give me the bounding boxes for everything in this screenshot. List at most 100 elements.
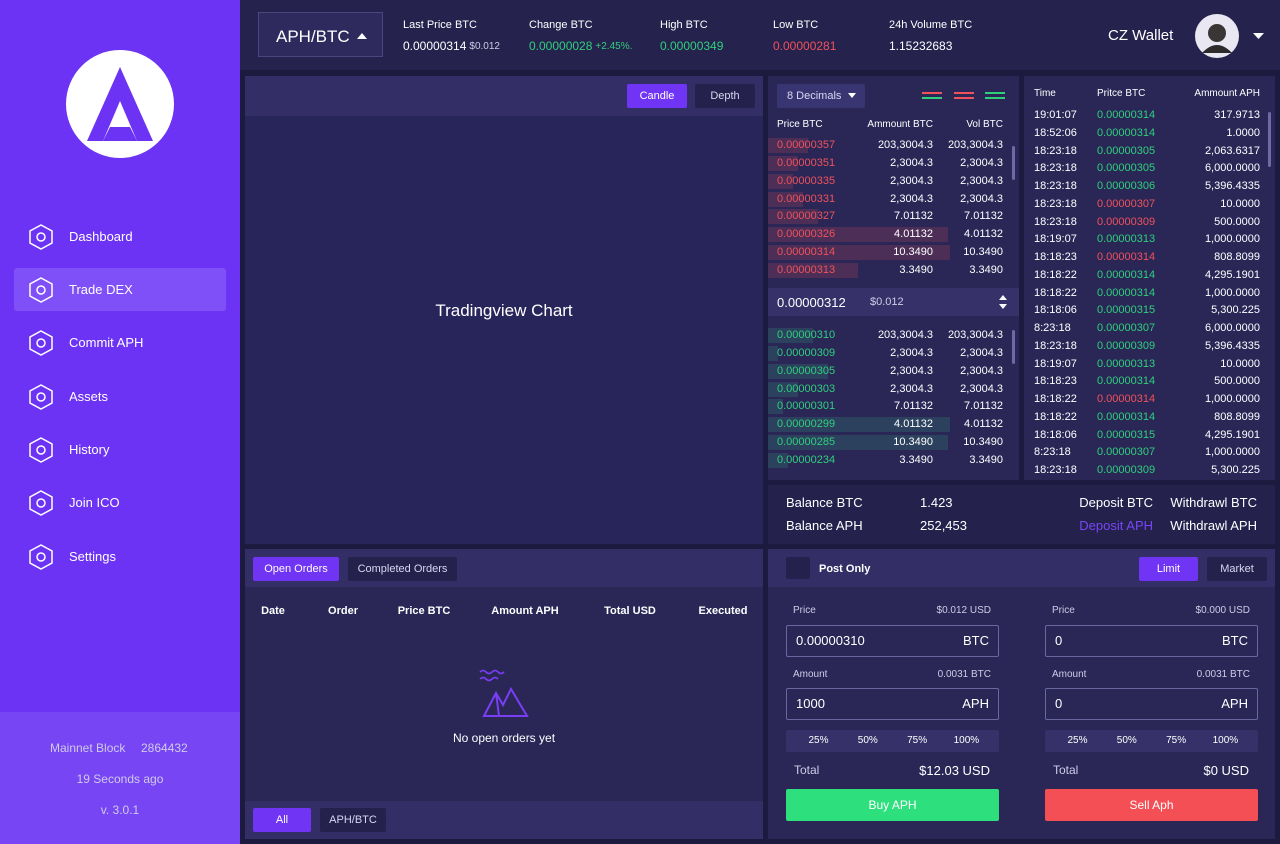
withdraw-link[interactable]: Withdrawl BTC bbox=[1170, 495, 1257, 510]
depth-button[interactable]: Depth bbox=[695, 84, 755, 108]
decimals-select[interactable]: 8 Decimals bbox=[777, 84, 865, 108]
price-usd: $0.012 USD bbox=[936, 605, 991, 616]
balance-label: Balance APH bbox=[786, 518, 863, 533]
trade-row: 18:18:22 0.00000314 1,000.0000 bbox=[1024, 391, 1275, 408]
book-amount: 2,3004.3 bbox=[890, 192, 933, 205]
price-value: 0 bbox=[1055, 633, 1063, 648]
trade-row: 8:23:18 0.00000307 1,000.0000 bbox=[1024, 444, 1275, 461]
trade-time: 18:18:22 bbox=[1034, 286, 1077, 299]
amount-label: Amount bbox=[1052, 669, 1087, 680]
orders-column: Price BTC bbox=[397, 605, 451, 617]
book-amount: 7.01132 bbox=[894, 400, 933, 413]
caret bbox=[357, 33, 367, 39]
trade-price: 0.00000309 bbox=[1097, 215, 1156, 228]
trade-amount: 808.8099 bbox=[1214, 251, 1260, 263]
percent-button[interactable]: 50% bbox=[857, 735, 878, 746]
book-price: 0.00000314 bbox=[777, 246, 836, 259]
trade-time: 18:23:18 bbox=[1034, 162, 1077, 175]
book-row[interactable]: 0.00000303 2,3004.3 2,3004.3 bbox=[768, 381, 1019, 398]
trade-price: 0.00000314 bbox=[1097, 375, 1156, 388]
nav-item[interactable]: Join ICO bbox=[14, 481, 226, 524]
nav-item[interactable]: Commit APH bbox=[14, 321, 226, 364]
book-row[interactable]: 0.00000310 203,3004.3 203,3004.3 bbox=[768, 327, 1019, 344]
book-row[interactable]: 0.00000285 10.3490 10.3490 bbox=[768, 434, 1019, 451]
trade-row: 18:23:18 0.00000309 500.0000 bbox=[1024, 214, 1275, 231]
nav-item[interactable]: Dashboard bbox=[14, 215, 226, 258]
book-amount: 10.3490 bbox=[893, 246, 933, 259]
book-row[interactable]: 0.00000351 2,3004.3 2,3004.3 bbox=[768, 155, 1019, 172]
post-only-checkbox[interactable] bbox=[786, 557, 810, 579]
pair-selector[interactable]: APH/BTC bbox=[258, 12, 383, 57]
book-amount: 7.01132 bbox=[894, 210, 933, 223]
trade-row: 18:18:06 0.00000315 5,300.225 bbox=[1024, 302, 1275, 319]
trade-time: 18:23:18 bbox=[1034, 180, 1077, 192]
price-input[interactable]: 0.00000310 BTC bbox=[786, 625, 999, 657]
submit-button[interactable]: Sell Aph bbox=[1045, 789, 1258, 821]
book-price: 0.00000335 bbox=[777, 174, 836, 187]
nav-item[interactable]: Settings bbox=[14, 535, 226, 578]
book-amount: 3.3490 bbox=[899, 453, 933, 466]
trade-time: 18:18:22 bbox=[1034, 268, 1077, 281]
book-row[interactable]: 0.00000327 7.01132 7.01132 bbox=[768, 208, 1019, 225]
trade-time: 18:18:06 bbox=[1034, 304, 1077, 317]
spread-toggle[interactable] bbox=[999, 295, 1007, 309]
filter-all[interactable]: All bbox=[253, 808, 311, 832]
limit-button[interactable]: Limit bbox=[1139, 557, 1198, 581]
amount-input[interactable]: 1000 APH bbox=[786, 688, 999, 720]
wallet-caret[interactable] bbox=[1253, 32, 1264, 40]
book-volume: 7.01132 bbox=[964, 210, 1003, 223]
book-row[interactable]: 0.00000305 2,3004.3 2,3004.3 bbox=[768, 363, 1019, 380]
trade-amount: 5,396.4335 bbox=[1204, 180, 1260, 192]
book-row[interactable]: 0.00000335 2,3004.3 2,3004.3 bbox=[768, 173, 1019, 190]
stat-value: 1.15232683 bbox=[889, 39, 953, 53]
avatar[interactable] bbox=[1194, 13, 1240, 59]
completed-orders-tab[interactable]: Completed Orders bbox=[348, 557, 457, 581]
withdraw-link[interactable]: Withdrawl APH bbox=[1170, 518, 1257, 533]
view-toggles[interactable] bbox=[921, 91, 1007, 101]
submit-button[interactable]: Buy APH bbox=[786, 789, 999, 821]
trade-row: 19:01:07 0.00000314 317.9713 bbox=[1024, 107, 1275, 124]
percent-button[interactable]: 50% bbox=[1116, 735, 1137, 746]
book-row[interactable]: 0.00000299 4.01132 4.01132 bbox=[768, 416, 1019, 433]
market-button[interactable]: Market bbox=[1207, 557, 1267, 581]
deposit-link[interactable]: Deposit BTC bbox=[1079, 495, 1153, 510]
nav-icon bbox=[29, 437, 53, 463]
open-orders-tab[interactable]: Open Orders bbox=[253, 557, 339, 581]
book-price: 0.00000327 bbox=[777, 210, 836, 223]
book-row[interactable]: 0.00000313 3.3490 3.3490 bbox=[768, 262, 1019, 279]
percent-button[interactable]: 100% bbox=[953, 735, 980, 746]
amount-input[interactable]: 0 APH bbox=[1045, 688, 1258, 720]
filter-pair[interactable]: APH/BTC bbox=[320, 808, 386, 832]
book-volume: 203,3004.3 bbox=[947, 329, 1003, 341]
nav-item[interactable]: Assets bbox=[14, 375, 226, 418]
book-row[interactable]: 0.00000357 203,3004.3 203,3004.3 bbox=[768, 137, 1019, 154]
decimals-caret bbox=[848, 93, 856, 98]
trade-row: 18:18:23 0.00000314 500.0000 bbox=[1024, 373, 1275, 390]
book-volume: 4.01132 bbox=[964, 228, 1003, 241]
column-header: Time bbox=[1034, 88, 1056, 99]
percent-button[interactable]: 75% bbox=[907, 735, 928, 746]
book-row[interactable]: 0.00000301 7.01132 7.01132 bbox=[768, 398, 1019, 415]
percent-button[interactable]: 25% bbox=[808, 735, 829, 746]
amount-value: 1000 bbox=[796, 696, 825, 711]
price-input[interactable]: 0 BTC bbox=[1045, 625, 1258, 657]
sidebar: Dashboard Trade DEX Commit APH Assets Histor… bbox=[0, 0, 240, 844]
percent-button[interactable]: 75% bbox=[1166, 735, 1187, 746]
book-row[interactable]: 0.00000309 2,3004.3 2,3004.3 bbox=[768, 345, 1019, 362]
deposit-link[interactable]: Deposit APH bbox=[1079, 518, 1153, 533]
percent-button[interactable]: 25% bbox=[1067, 735, 1088, 746]
candle-button[interactable]: Candle bbox=[627, 84, 687, 108]
nav-item[interactable]: Trade DEX bbox=[14, 268, 226, 311]
book-row[interactable]: 0.00000326 4.01132 4.01132 bbox=[768, 226, 1019, 243]
trade-time: 18:23:18 bbox=[1034, 339, 1077, 352]
nav-item[interactable]: History bbox=[14, 428, 226, 471]
percent-button[interactable]: 100% bbox=[1212, 735, 1239, 746]
wallet-name[interactable]: CZ Wallet bbox=[1108, 27, 1174, 44]
book-row[interactable]: 0.00000314 10.3490 10.3490 bbox=[768, 244, 1019, 261]
stat-label: 24h Volume BTC bbox=[889, 19, 973, 31]
book-row[interactable]: 0.00000331 2,3004.3 2,3004.3 bbox=[768, 191, 1019, 208]
book-amount: 203,3004.3 bbox=[877, 329, 933, 341]
sidebar-footer: Mainnet Block 2864432 19 Seconds ago v. … bbox=[0, 712, 240, 844]
book-row[interactable]: 0.00000234 3.3490 3.3490 bbox=[768, 452, 1019, 469]
pair: APH/BTC bbox=[276, 27, 350, 46]
